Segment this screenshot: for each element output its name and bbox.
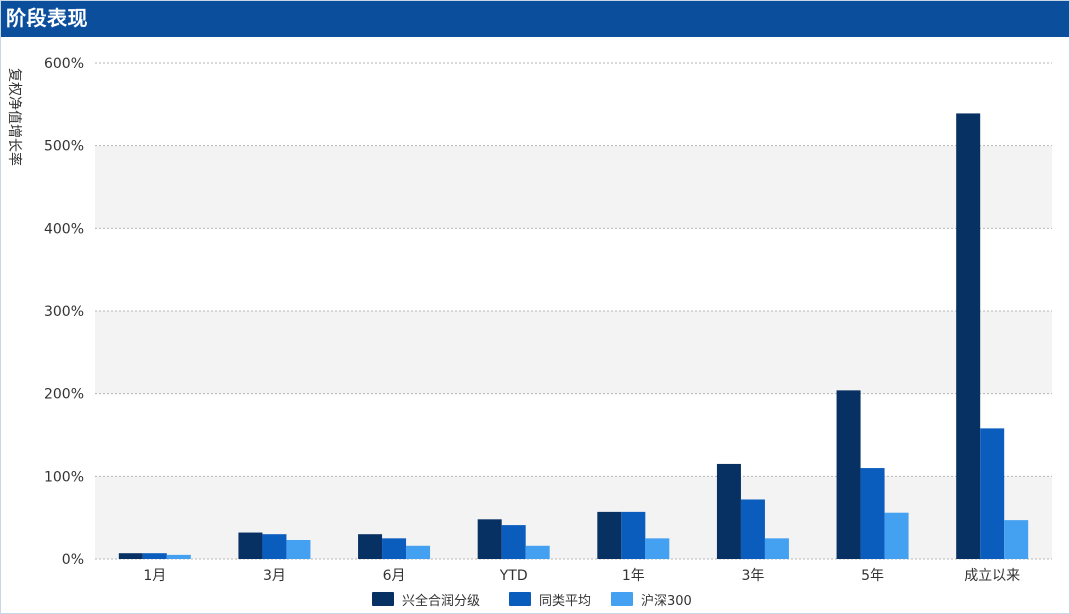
legend-swatch	[509, 592, 531, 606]
y-tick-label: 300%	[44, 304, 84, 320]
bar	[525, 545, 550, 559]
x-tick-label: 6月	[383, 568, 406, 584]
bar	[501, 525, 526, 559]
legend-label: 兴全合润分级	[402, 593, 480, 609]
y-tick-label: 100%	[44, 469, 84, 485]
x-tick-label: 成立以来	[964, 568, 1020, 584]
bar	[764, 538, 789, 559]
bar	[262, 534, 287, 559]
legend-swatch	[611, 592, 633, 606]
legend-swatch	[372, 592, 394, 606]
plot-band	[95, 311, 1052, 394]
y-tick-label: 400%	[44, 221, 84, 237]
bar	[1004, 520, 1029, 559]
y-tick-label: 0%	[62, 552, 84, 568]
y-axis-label: 复权净值增长率	[6, 68, 23, 166]
x-axis-ticks: 1月 3月 6月 YTD 1年 3年 5年 成立以来	[143, 568, 1020, 584]
bar	[166, 554, 191, 559]
y-tick-label: 500%	[44, 139, 84, 155]
y-axis-ticks: 0% 100% 200% 300% 400% 500% 600%	[44, 56, 84, 568]
bar	[836, 390, 861, 559]
y-tick-label: 200%	[44, 387, 84, 403]
x-tick-label: 3月	[263, 568, 286, 584]
y-tick-label: 600%	[44, 56, 84, 72]
bar	[118, 553, 143, 559]
bar	[286, 539, 311, 559]
bar	[358, 534, 383, 559]
bar	[740, 499, 765, 559]
section-title: 阶段表现	[6, 6, 88, 30]
bar	[956, 113, 981, 559]
bar	[716, 463, 741, 559]
bar	[645, 538, 670, 559]
legend: 兴全合润分级 同类平均 沪深300	[372, 592, 692, 609]
bar	[238, 532, 263, 559]
x-tick-label: 5年	[861, 568, 884, 584]
bar	[597, 511, 622, 559]
legend-label: 同类平均	[539, 594, 591, 609]
x-tick-label: 1月	[143, 568, 166, 584]
x-tick-label: 3年	[741, 568, 764, 584]
section-header: 阶段表现	[0, 0, 1070, 37]
bar	[382, 538, 407, 559]
legend-label: 沪深300	[641, 593, 692, 609]
bar	[142, 553, 167, 559]
bar	[860, 468, 885, 559]
bar	[621, 511, 646, 559]
bar	[884, 512, 909, 559]
plot-band	[95, 145, 1052, 229]
x-tick-label: 1年	[622, 568, 645, 584]
x-tick-label: YTD	[499, 568, 528, 584]
bar	[980, 428, 1005, 559]
bars	[118, 113, 1029, 559]
bar	[406, 545, 431, 559]
bar	[477, 519, 502, 559]
